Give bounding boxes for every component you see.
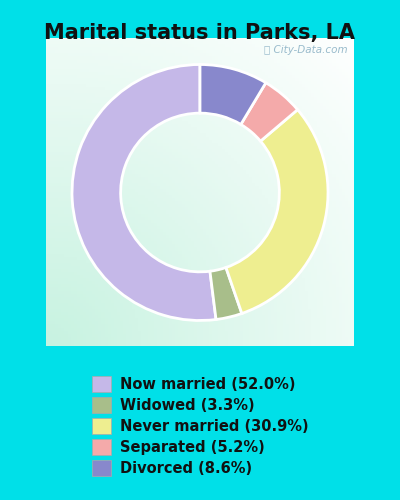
Legend: Now married (52.0%), Widowed (3.3%), Never married (30.9%), Separated (5.2%), Di: Now married (52.0%), Widowed (3.3%), Nev…: [92, 376, 308, 476]
Wedge shape: [200, 64, 266, 124]
Text: ⓘ City-Data.com: ⓘ City-Data.com: [264, 46, 347, 56]
Wedge shape: [226, 110, 328, 314]
Text: Marital status in Parks, LA: Marital status in Parks, LA: [44, 22, 356, 42]
Wedge shape: [72, 64, 216, 320]
Wedge shape: [241, 82, 298, 141]
Wedge shape: [210, 268, 242, 320]
